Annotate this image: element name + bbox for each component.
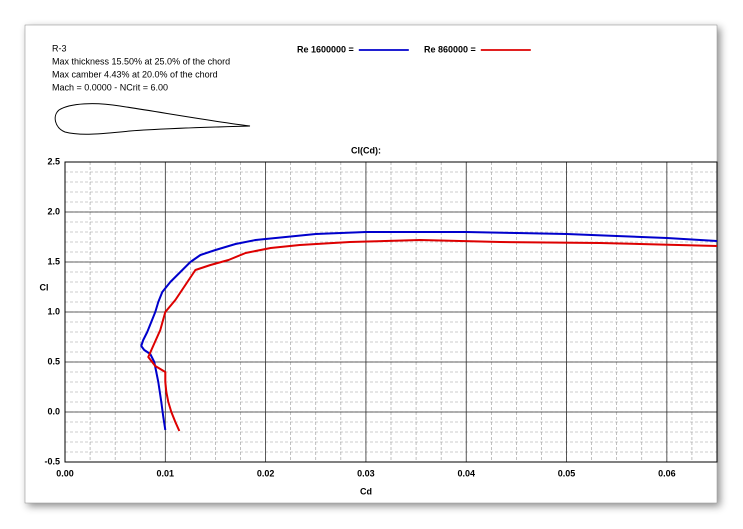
airfoil-info: Max thickness 15.50% at 25.0% of the cho… [52,56,230,66]
series-line [140,231,718,431]
panel [24,24,718,504]
x-axis-label: Cd [360,486,372,496]
x-tick-label: 0.01 [157,468,175,478]
x-tick-label: 0.04 [457,468,475,478]
y-tick-label: 2.0 [47,206,60,216]
airfoil-name: R-3 [52,43,67,53]
series-line [147,239,718,432]
y-tick-label: 0.5 [47,356,60,366]
legend-label: Re 860000 = [424,44,476,54]
x-tick-label: 0.03 [357,468,375,478]
plot-frame [64,161,718,463]
x-tick-label: 0.05 [558,468,576,478]
y-tick-label: 1.5 [47,256,60,266]
y-axis-label: Cl [40,282,49,292]
x-tick-label: 0.06 [658,468,676,478]
chart-title: Cl(Cd): [351,145,381,155]
airfoil-info: Max camber 4.43% at 20.0% of the chord [52,69,218,79]
y-tick-label: -0.5 [44,456,60,466]
airfoil-info: Mach = 0.0000 - NCrit = 6.00 [52,82,168,92]
y-tick-label: 2.5 [47,156,60,166]
info-block: R-3 Max thickness 15.50% at 25.0% of the… [52,43,230,92]
airfoil-shape [54,103,251,135]
x-tick-label: 0.00 [56,468,74,478]
y-tick-label: 1.0 [47,306,60,316]
legend-label: Re 1600000 = [297,44,354,54]
y-tick-label: 0.0 [47,406,60,416]
x-tick-label: 0.02 [257,468,275,478]
